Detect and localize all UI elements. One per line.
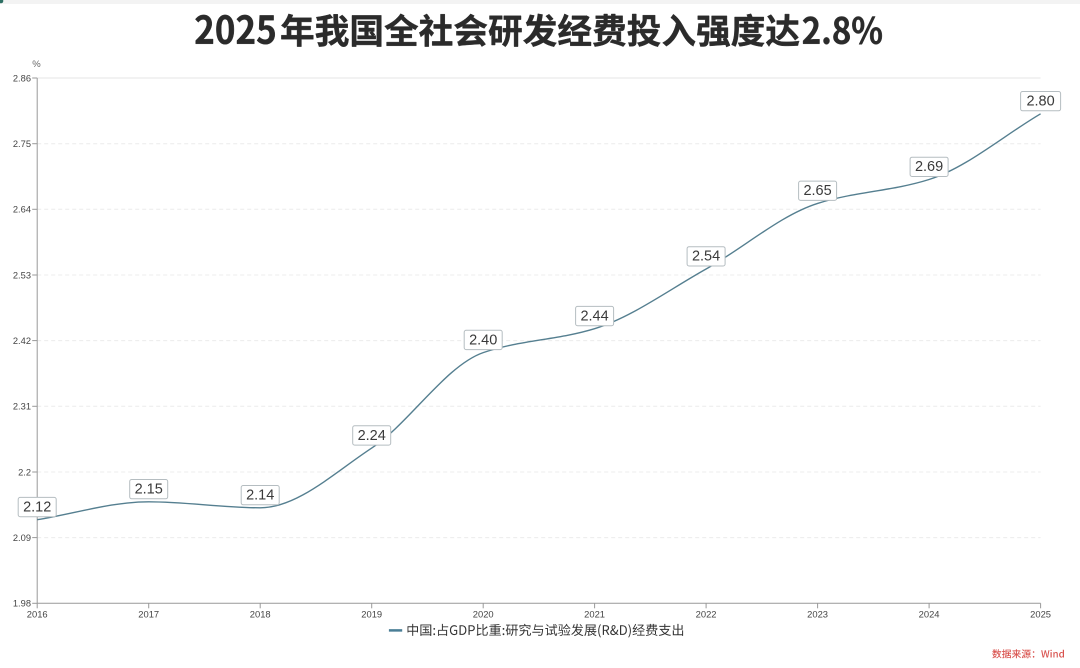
svg-text:2.80: 2.80 [1026, 94, 1054, 110]
svg-text:2.2: 2.2 [18, 467, 31, 477]
svg-text:2025: 2025 [1030, 609, 1051, 620]
svg-text:2017: 2017 [138, 609, 159, 620]
svg-text:2024: 2024 [919, 609, 940, 620]
svg-text:2020: 2020 [473, 609, 494, 620]
svg-text:%: % [32, 59, 41, 70]
svg-text:2.40: 2.40 [469, 332, 497, 348]
svg-text:2.15: 2.15 [135, 482, 163, 498]
svg-text:2019: 2019 [361, 609, 382, 620]
svg-text:2.09: 2.09 [13, 533, 31, 543]
svg-text:2.54: 2.54 [692, 249, 720, 265]
svg-text:2.64: 2.64 [13, 205, 31, 215]
svg-text:2.65: 2.65 [803, 183, 831, 199]
svg-text:1.98: 1.98 [13, 599, 31, 609]
svg-text:2.44: 2.44 [580, 308, 608, 324]
svg-text:2.69: 2.69 [915, 159, 943, 175]
svg-text:2022: 2022 [696, 609, 717, 620]
svg-text:2.75: 2.75 [13, 139, 31, 149]
svg-text:2021: 2021 [584, 609, 605, 620]
svg-text:2018: 2018 [250, 609, 271, 620]
svg-text:2.14: 2.14 [246, 488, 274, 504]
svg-text:2.86: 2.86 [13, 73, 31, 83]
svg-text:2.24: 2.24 [358, 428, 386, 444]
svg-text:2.31: 2.31 [13, 402, 31, 412]
svg-text:2016: 2016 [27, 609, 48, 620]
svg-text:2.53: 2.53 [13, 270, 31, 280]
svg-text:2.12: 2.12 [23, 499, 51, 515]
svg-text:2023: 2023 [807, 609, 828, 620]
svg-text:2.42: 2.42 [13, 336, 31, 346]
